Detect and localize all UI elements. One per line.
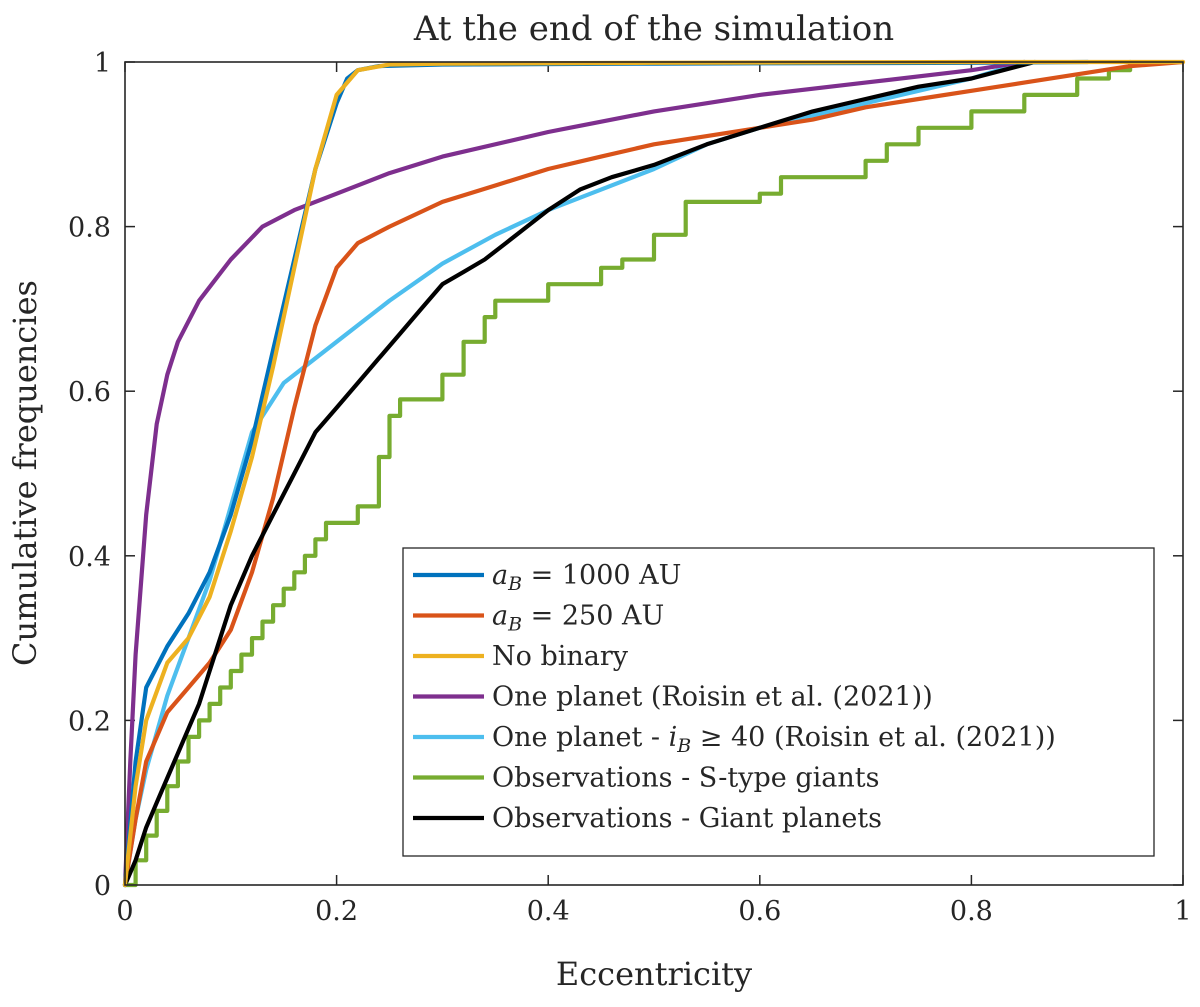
x-tick-label: 0.8 [950,896,993,927]
legend-label: aB = 1000 AU [492,560,681,595]
x-tick-label: 0.2 [315,896,358,927]
series-line-observations-giant-planets [122,59,1037,888]
x-tick-label: 0 [116,896,133,927]
x-tick-label: 1 [1174,896,1191,927]
x-axis-label: Eccentricity [556,955,752,993]
y-tick-label: 0 [94,871,111,902]
legend-label: Observations - Giant planets [492,803,882,834]
legend-label-main: Observations - Giant planets [492,803,882,834]
y-tick-label: 0.8 [68,213,111,244]
y-tick-label: 0.2 [68,706,111,737]
legend-label: No binary [492,641,629,672]
legend-label-main: Observations - S-type giants [492,763,879,794]
legend-label-main: a [492,601,508,632]
series-line-one-planet-roisin-et-al-2021 [122,59,1027,888]
legend-box [402,547,1155,857]
legend-label-rest: = 250 AU [522,601,664,632]
y-tick-label: 1 [94,48,111,79]
legend-label-main: No binary [492,641,629,672]
series-line-one-planet-i-b-40-roisin-et-al-2021 [122,59,1027,888]
series-line-no-binary [122,59,1186,888]
legend-label-sub: B [676,735,691,757]
series-line-a-b-250-au [122,59,1186,888]
y-tick-label: 0.4 [68,542,111,573]
legend-label-main: One planet - [492,722,669,753]
legend-label-sub: B [507,573,522,595]
legend-label: One planet (Roisin et al. (2021)) [492,682,933,713]
legend-label: aB = 250 AU [492,601,664,636]
legend-label-var: i [669,722,678,753]
legend-label-rest: ≥ 40 (Roisin et al. (2021)) [691,722,1056,753]
x-tick-label: 0.6 [738,896,781,927]
legend-label-main: a [492,560,508,591]
series-line-observations-s-type-giants [122,59,1133,888]
legend-label: One planet - iB ≥ 40 (Roisin et al. (202… [492,722,1056,757]
series-layer [122,59,1186,888]
y-tick-label: 0.6 [68,377,111,408]
legend-label: Observations - S-type giants [492,763,879,794]
y-axis-label: Cumulative frequencies [6,280,44,666]
chart-title: At the end of the simulation [413,9,894,49]
legend-label-sub: B [507,614,522,636]
plot-frame [124,61,1184,886]
legend-label-rest: = 1000 AU [522,560,681,591]
x-tick-label: 0.4 [527,896,570,927]
legend-label-main: One planet (Roisin et al. (2021)) [492,682,933,713]
